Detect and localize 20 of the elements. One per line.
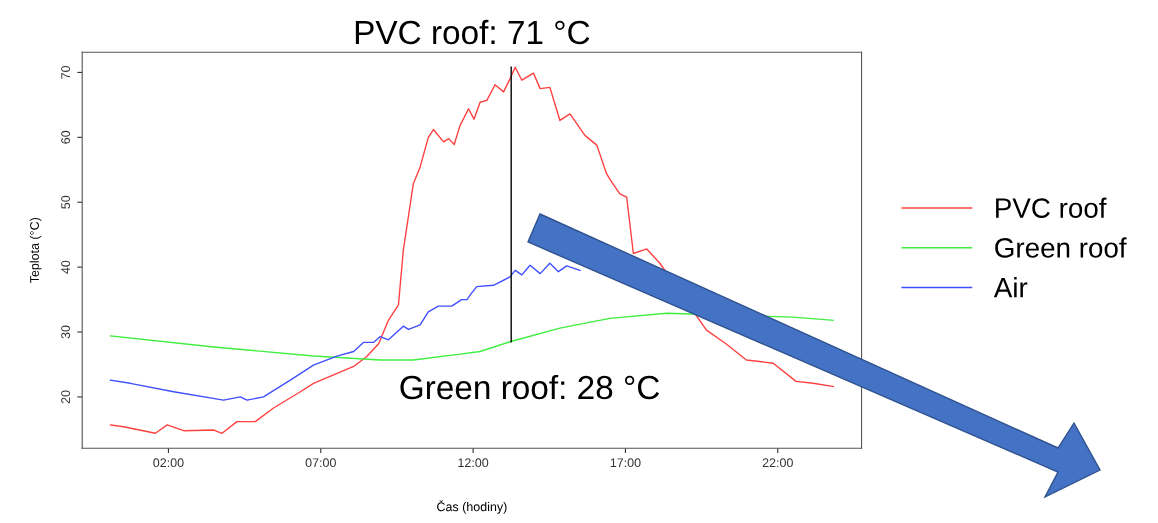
x-axis-title: Čas (hodiny) bbox=[437, 500, 507, 514]
y-tick-label: 30 bbox=[61, 325, 71, 339]
y-axis-title: Teplota (°C) bbox=[29, 217, 42, 284]
line-series bbox=[109, 66, 834, 434]
x-tick-label: 22:00 bbox=[762, 458, 793, 468]
legend-label: Green roof bbox=[995, 237, 1127, 258]
x-tick-label: 17:00 bbox=[610, 458, 641, 468]
annotation: Green roof: 28 °C bbox=[400, 374, 660, 400]
chart-title: PVC roof: 71 °C bbox=[355, 19, 590, 45]
y-tick-label: 60 bbox=[61, 130, 71, 144]
y-tick-label: 70 bbox=[61, 65, 71, 79]
legend-label: PVC roof bbox=[996, 197, 1107, 218]
line-series bbox=[109, 312, 834, 361]
y-tick-label: 50 bbox=[61, 195, 71, 209]
y-tick-label: 20 bbox=[61, 390, 71, 404]
x-tick-label: 07:00 bbox=[305, 458, 336, 468]
x-tick-label: 12:00 bbox=[458, 458, 489, 468]
x-tick-label: 02:00 bbox=[153, 458, 184, 468]
y-tick-label: 40 bbox=[61, 260, 71, 274]
legend-label: Air bbox=[993, 277, 1028, 298]
